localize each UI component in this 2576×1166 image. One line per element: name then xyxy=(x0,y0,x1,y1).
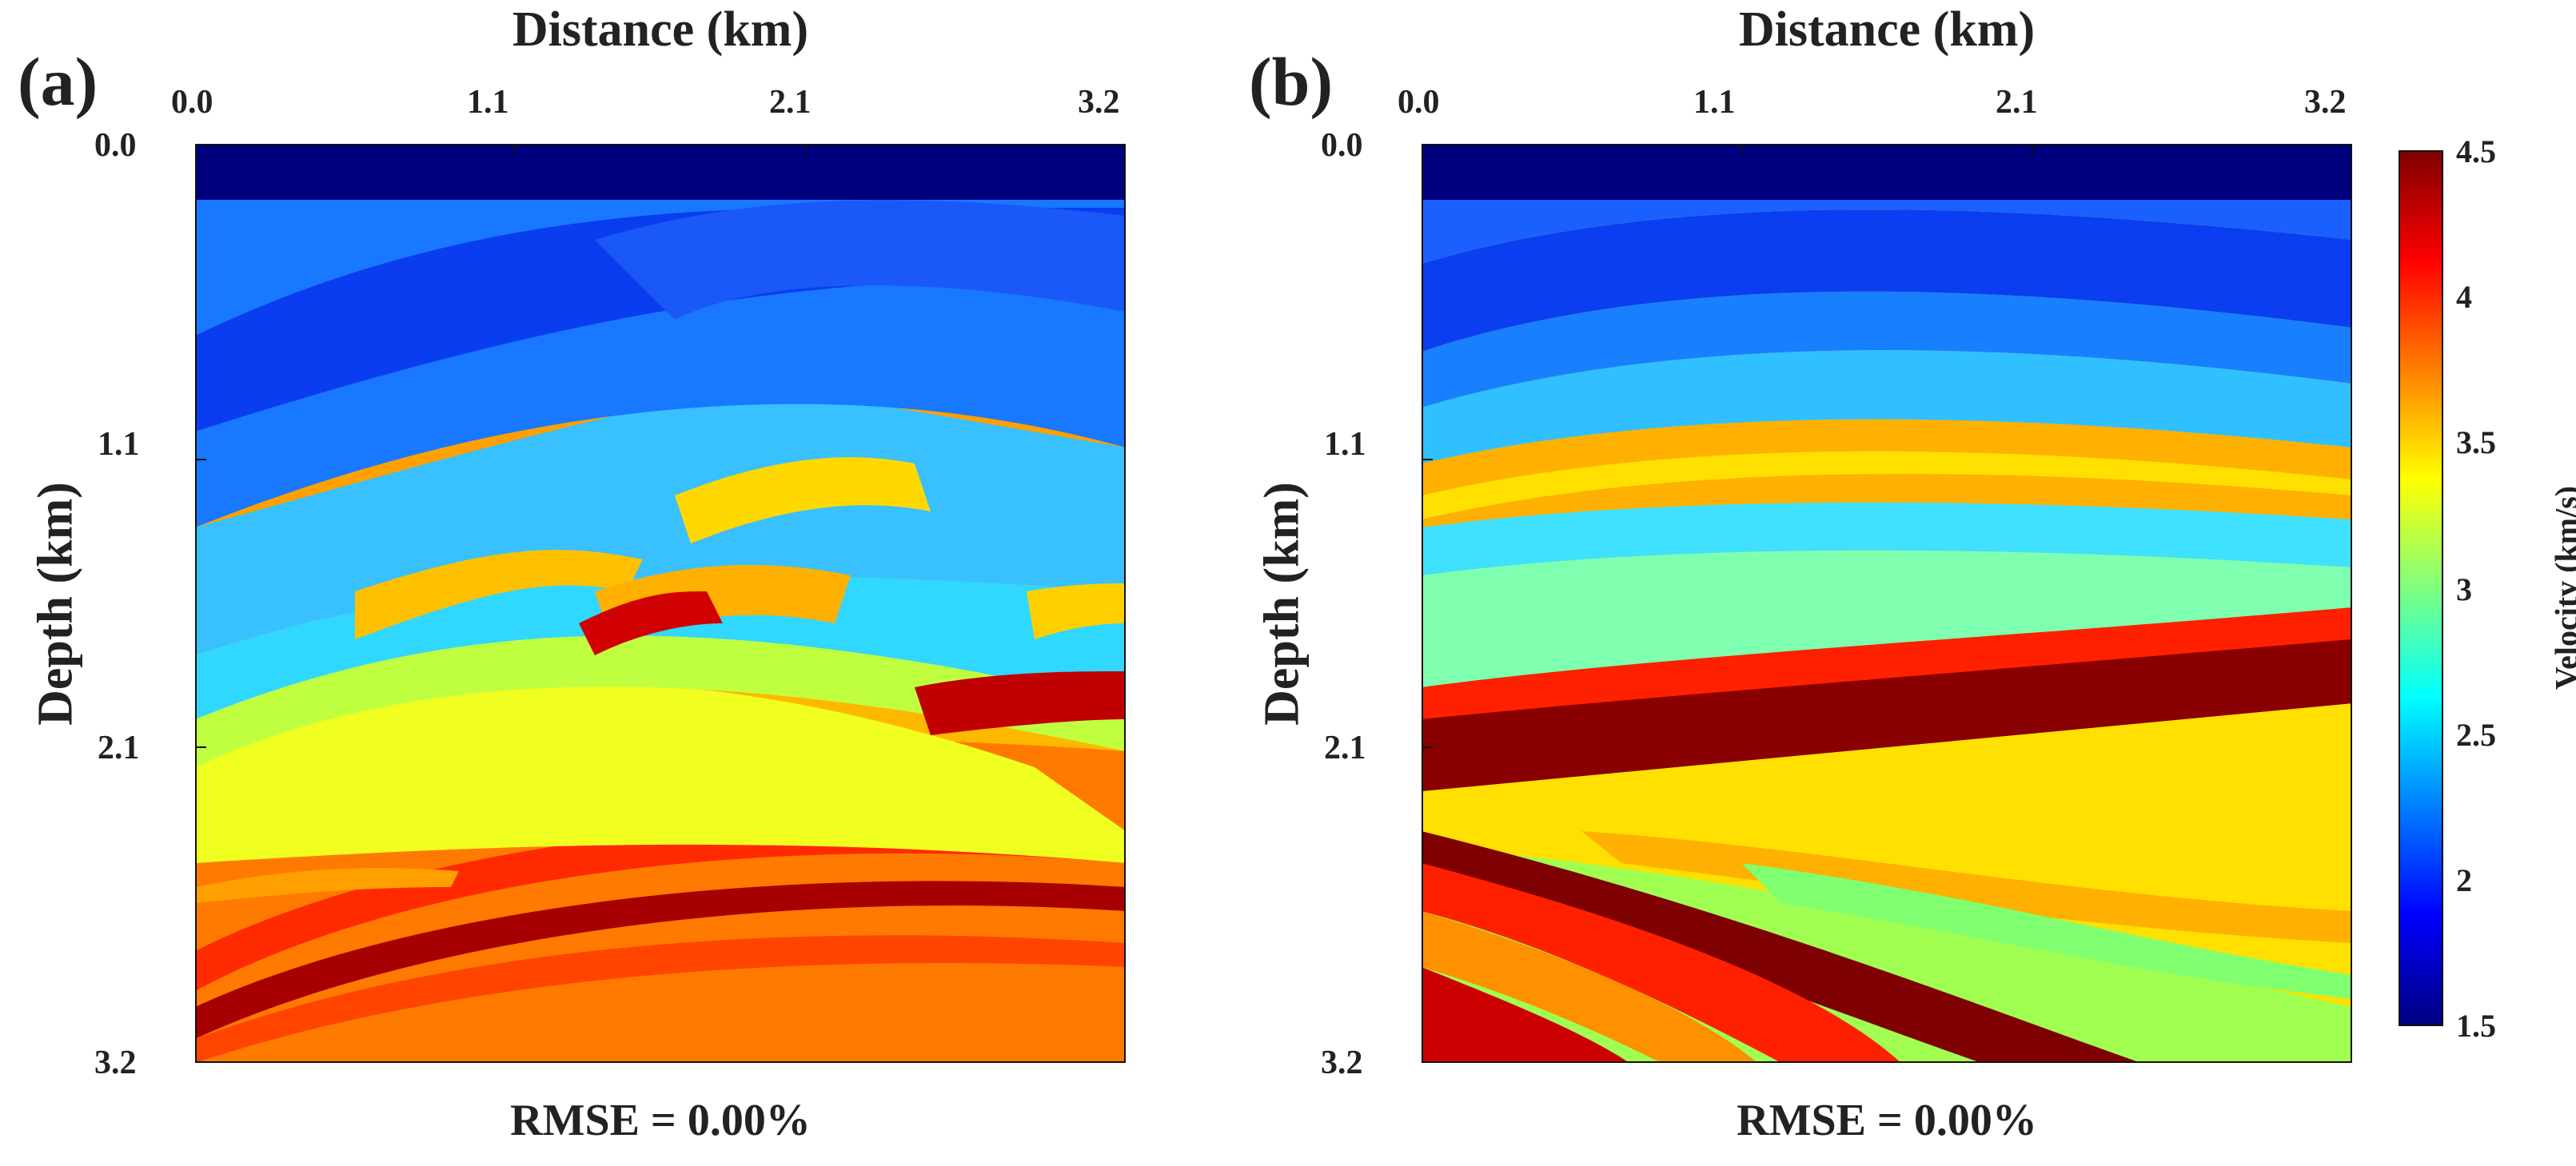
panel-a-x-tick-1: 1.1 xyxy=(467,84,509,121)
panel-a-y-tick-0: 0.0 xyxy=(94,127,137,164)
panel-b-x-tickmark-2 xyxy=(2031,144,2033,155)
panel-b-y-tick-1: 1.1 xyxy=(1324,426,1366,463)
panel-b-x-tick-2: 2.1 xyxy=(1996,84,2038,121)
panel-a-y-tickmark-3 xyxy=(195,1061,206,1063)
panel-a-x-tickmark-2 xyxy=(804,144,807,155)
panel-a-x-tickmark-3 xyxy=(1124,144,1126,155)
panel-a-x-tickmark-0 xyxy=(195,144,197,155)
panel-b-x-tick-0: 0.0 xyxy=(1398,84,1440,121)
panel-b-y-tickmark-2 xyxy=(1422,746,1433,748)
panel-b-x-tick-1: 1.1 xyxy=(1693,84,1736,121)
colorbar-tick-2-5: 2.5 xyxy=(2456,717,2496,753)
panel-a-label: (a) xyxy=(18,43,98,120)
colorbar-tick-4: 4 xyxy=(2456,279,2472,315)
panel-b-x-tickmark-1 xyxy=(1741,144,1743,155)
colorbar-tick-2: 2 xyxy=(2456,862,2472,898)
panel-b-y-axis-title: Depth (km) xyxy=(1254,482,1310,726)
panel-a-velocity-heatmap xyxy=(195,144,1126,1063)
panel-a-x-tick-3: 3.2 xyxy=(1078,84,1120,121)
colorbar-tick-3-5: 3.5 xyxy=(2456,424,2496,460)
panel-b-x-tickmark-0 xyxy=(1422,144,1423,155)
panel-a-x-tickmark-1 xyxy=(514,144,516,155)
panel-b-rmse: RMSE = 0.00% xyxy=(1737,1096,2037,1145)
panel-b-x-tickmark-3 xyxy=(2351,144,2352,155)
panel-a-x-tick-0: 0.0 xyxy=(171,84,213,121)
panel-b-label: (b) xyxy=(1249,43,1334,120)
panel-a-y-axis-title: Depth (km) xyxy=(28,482,83,726)
colorbar xyxy=(2399,150,2443,1026)
panel-b-y-tickmark-0 xyxy=(1422,144,1433,145)
panel-a-plot-area xyxy=(195,144,1126,1063)
panel-a-rmse: RMSE = 0.00% xyxy=(510,1096,811,1145)
panel-a-x-axis-title: Distance (km) xyxy=(512,2,809,57)
panel-b-x-tick-3: 3.2 xyxy=(2304,84,2347,121)
panel-a-y-tickmark-0 xyxy=(195,144,206,145)
panel-b-y-tick-2: 2.1 xyxy=(1324,730,1366,766)
panel-b-y-tick-0: 0.0 xyxy=(1321,127,1363,164)
panel-a-y-tickmark-2 xyxy=(195,746,206,748)
panel-b-plot-area xyxy=(1422,144,2352,1063)
panel-a-y-tickmark-1 xyxy=(195,459,206,461)
panel-a-y-tick-1: 1.1 xyxy=(98,426,140,463)
panel-a-x-tick-2: 2.1 xyxy=(769,84,811,121)
panel-b-y-tickmark-3 xyxy=(1422,1061,1433,1063)
panel-a-y-tick-2: 2.1 xyxy=(98,730,140,766)
colorbar-tick-4-5: 4.5 xyxy=(2456,133,2496,169)
panel-b-y-tickmark-1 xyxy=(1422,459,1433,461)
panel-b-velocity-heatmap xyxy=(1422,144,2352,1063)
colorbar-title: Velocity (km/s) xyxy=(2548,485,2576,690)
colorbar-tick-1-5: 1.5 xyxy=(2456,1008,2496,1044)
panel-b-x-axis-title: Distance (km) xyxy=(1738,2,2036,57)
colorbar-tick-3: 3 xyxy=(2456,571,2472,607)
panel-a-y-tick-3: 3.2 xyxy=(94,1045,137,1081)
panel-b-y-tick-3: 3.2 xyxy=(1321,1045,1363,1081)
